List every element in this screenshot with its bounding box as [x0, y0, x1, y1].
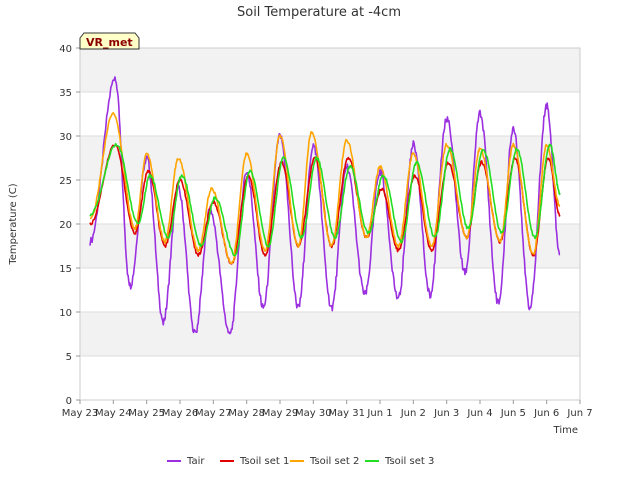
plot-band	[80, 92, 580, 136]
badge-box	[79, 32, 140, 50]
x-tick-label: Jun 5	[500, 408, 526, 419]
x-tick-label: May 30	[295, 408, 332, 419]
plot-band	[80, 48, 580, 92]
legend-entry: Tsoil set 1	[220, 456, 289, 467]
legend-entry: Tsoil set 3	[365, 456, 434, 467]
x-tick-label: May 24	[95, 408, 132, 419]
y-tick-label: 25	[59, 176, 72, 187]
station-badge: VR_met	[79, 32, 140, 50]
x-tick-label: May 31	[328, 408, 365, 419]
x-tick-label: Jun 2	[400, 408, 426, 419]
y-axis-label: Temperature (C)	[8, 183, 19, 265]
y-tick-label: 0	[66, 396, 72, 407]
legend-label: Tair	[186, 456, 205, 467]
series-line-tsoil-set-2	[89, 112, 561, 265]
plot-band	[80, 312, 580, 356]
y-tick-label: 10	[59, 308, 72, 319]
y-tick-label: 35	[59, 88, 72, 99]
x-tick-label: Jun 4	[466, 408, 492, 419]
plot-band	[80, 356, 580, 400]
x-tick-label: May 23	[62, 408, 99, 419]
x-tick-label: May 25	[128, 408, 165, 419]
series-lines	[89, 76, 561, 335]
x-tick-label: Jun 3	[433, 408, 459, 419]
x-tick-label: Jun 1	[366, 408, 392, 419]
legend-label: Tsoil set 1	[239, 456, 289, 467]
x-tick-label: May 28	[228, 408, 265, 419]
legend-entry: Tair	[167, 456, 205, 467]
legend-entry: Tsoil set 2	[290, 456, 359, 467]
legend: Tair Tsoil set 1 Tsoil set 2 Tsoil set 3	[167, 456, 434, 467]
x-tick-label: May 26	[162, 408, 199, 419]
series-line-tsoil-set-3	[89, 142, 561, 257]
x-axis-label: Time	[553, 425, 578, 436]
x-tick-label: Jun 7	[566, 408, 592, 419]
legend-label: Tsoil set 3	[384, 456, 434, 467]
legend-label: Tsoil set 2	[309, 456, 359, 467]
y-tick-label: 15	[59, 264, 72, 275]
chart-title: Soil Temperature at -4cm	[237, 5, 401, 20]
y-tick-label: 40	[59, 44, 72, 55]
y-tick-label: 30	[59, 132, 72, 143]
badge-label: VR_met	[86, 36, 133, 49]
x-tick-label: Jun 6	[533, 408, 559, 419]
y-axis-ticks: 0 5 10 15 20 25 30 35 40	[59, 44, 80, 407]
plot-band	[80, 136, 580, 180]
x-tick-label: May 27	[195, 408, 232, 419]
y-tick-label: 20	[59, 220, 72, 231]
y-tick-label: 5	[66, 352, 72, 363]
x-tick-label: May 29	[262, 408, 299, 419]
